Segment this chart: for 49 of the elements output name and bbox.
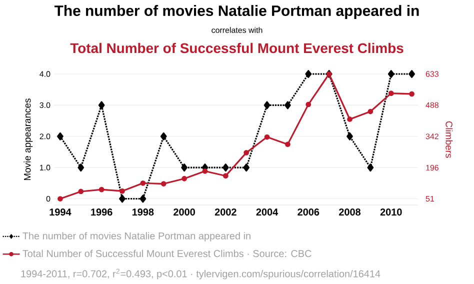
point bbox=[222, 173, 228, 179]
legend-label: The number of movies Natalie Portman appeared in bbox=[22, 232, 250, 242]
point bbox=[160, 181, 166, 186]
point bbox=[409, 91, 414, 97]
point bbox=[347, 116, 352, 122]
point bbox=[368, 108, 374, 114]
point bbox=[140, 194, 146, 203]
point bbox=[367, 164, 374, 172]
point bbox=[284, 101, 291, 110]
point bbox=[98, 101, 105, 110]
x-tick-label: 2002 bbox=[214, 208, 236, 216]
point bbox=[243, 164, 250, 172]
legend-label: Total Number of Successful Mount Everest Climbs · Source: CBC bbox=[22, 250, 312, 258]
y2-axis-title: Climbers bbox=[446, 121, 453, 158]
point bbox=[306, 102, 312, 108]
point bbox=[160, 132, 167, 140]
point bbox=[408, 70, 415, 78]
point bbox=[305, 70, 312, 78]
point bbox=[388, 90, 394, 96]
text: Total Number of Successful Mount Everest Climbs bbox=[70, 42, 404, 54]
point bbox=[119, 194, 126, 203]
x-tick-label: 2006 bbox=[298, 208, 320, 216]
point bbox=[120, 188, 125, 194]
point bbox=[182, 176, 187, 182]
point bbox=[202, 168, 208, 174]
x-tick-label: 2010 bbox=[380, 208, 402, 216]
x-tick-label: 1998 bbox=[132, 208, 154, 216]
x-tick-label: 2004 bbox=[256, 208, 278, 216]
point bbox=[58, 196, 63, 202]
x-tick-label: 2008 bbox=[339, 208, 361, 216]
point bbox=[78, 164, 84, 172]
point bbox=[264, 101, 270, 110]
point bbox=[346, 132, 353, 140]
point bbox=[222, 164, 229, 172]
point bbox=[285, 142, 290, 148]
point bbox=[78, 188, 84, 194]
point bbox=[388, 70, 394, 78]
x-tick-label: 1994 bbox=[50, 208, 72, 216]
point bbox=[244, 150, 250, 156]
y-axis-title: Movie appearances bbox=[24, 98, 33, 180]
point bbox=[98, 186, 104, 192]
point bbox=[57, 132, 64, 140]
text: 1994-2011, r=0.702, r$^{2}$=0.493, p<0.01 · tylervigen.com/spurious/correlation/16414 bbox=[21, 268, 380, 280]
point bbox=[181, 164, 188, 172]
point bbox=[140, 180, 146, 186]
chart-title: The number of movies Natalie Portman appeared in bbox=[54, 5, 419, 19]
point bbox=[264, 134, 270, 140]
x-tick-label: 1996 bbox=[91, 208, 112, 216]
x-tick-label: 2000 bbox=[174, 208, 195, 216]
